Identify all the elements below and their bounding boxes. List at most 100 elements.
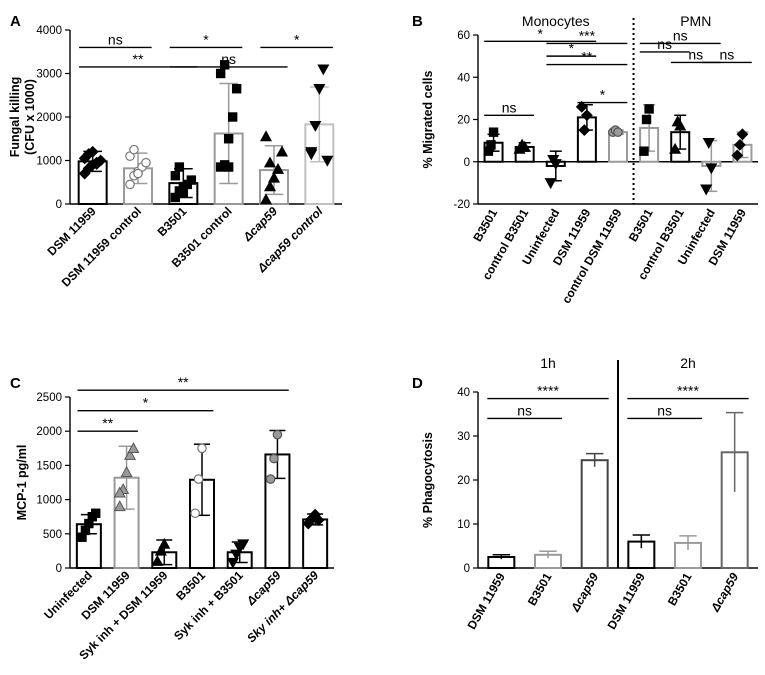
data-point xyxy=(674,119,687,131)
data-point xyxy=(226,557,239,569)
bar xyxy=(627,540,656,569)
data-point xyxy=(267,171,281,183)
data-point xyxy=(227,112,238,122)
x-tick-label: Sky inh+ Δcap59 xyxy=(244,568,321,645)
data-point xyxy=(174,162,185,172)
y-tick-label: 20 xyxy=(457,475,470,487)
x-tick-label: B3501 xyxy=(155,204,190,239)
data-point xyxy=(190,508,200,519)
data-point xyxy=(170,171,181,181)
data-point xyxy=(263,180,277,192)
y-tick-label: 1000 xyxy=(36,156,62,168)
data-point xyxy=(705,163,718,175)
data-point xyxy=(259,193,273,205)
data-point xyxy=(151,554,164,566)
data-point xyxy=(90,158,103,170)
data-point xyxy=(269,453,279,464)
x-tick-label: Δcap59 xyxy=(708,570,742,615)
data-point xyxy=(549,159,562,171)
data-point xyxy=(265,474,276,484)
data-point xyxy=(219,60,230,70)
group-label: Monocytes xyxy=(522,13,590,29)
y-axis-label-line2: (CFU x 1000) xyxy=(23,79,37,155)
significance-label: ns xyxy=(108,31,123,47)
panel-letter: D xyxy=(412,375,423,392)
data-point xyxy=(259,130,273,142)
significance-label: ** xyxy=(133,51,144,67)
significance-label: * xyxy=(537,25,543,41)
data-point xyxy=(312,514,325,527)
panel-a: A 0 1000 2000 3000 4000 Fungal killing(CFU x 1… xyxy=(8,13,342,290)
y-axis-label: % Phagocytosis xyxy=(421,432,435,528)
y-axis-label: MCP-1 pg/ml xyxy=(15,445,29,521)
data-point xyxy=(575,100,588,113)
significance-label: * xyxy=(143,395,149,411)
y-tick-label: -20 xyxy=(453,199,470,211)
x-tick-label: B3501 xyxy=(626,206,656,244)
data-point xyxy=(263,156,277,168)
data-point xyxy=(613,127,623,137)
data-point xyxy=(669,142,682,154)
data-point xyxy=(275,145,289,157)
data-point xyxy=(271,162,285,174)
y-tick-label: 3000 xyxy=(36,69,62,81)
data-point xyxy=(733,138,746,151)
y-tick-label: 0 xyxy=(464,157,470,169)
x-tick-label: control DSM 11959 xyxy=(559,206,625,306)
data-point xyxy=(317,64,330,76)
significance-label: ns xyxy=(657,36,672,52)
significance-label: ns xyxy=(719,46,734,62)
data-point xyxy=(120,466,133,477)
data-point xyxy=(230,549,243,561)
y-tick-label: 2000 xyxy=(36,426,62,438)
significance-label: ns xyxy=(688,46,703,62)
significance-label: ns xyxy=(502,99,517,115)
y-tick-label: 60 xyxy=(457,30,470,42)
y-tick-label: 2500 xyxy=(36,392,62,404)
data-point xyxy=(141,157,151,168)
y-tick-label: 1000 xyxy=(36,495,62,507)
data-point xyxy=(127,442,140,453)
bar xyxy=(189,478,215,570)
significance-label: * xyxy=(203,31,209,47)
data-point xyxy=(125,179,135,190)
data-point xyxy=(639,146,649,156)
significance-label: ns xyxy=(657,402,672,418)
significance-label: * xyxy=(294,31,300,47)
significance-label: **** xyxy=(677,383,699,399)
x-tick-label: B3501 xyxy=(470,206,500,244)
significance-label: ** xyxy=(178,374,189,390)
data-point xyxy=(272,429,283,440)
data-point xyxy=(488,127,499,137)
data-point xyxy=(113,486,126,498)
data-point xyxy=(731,149,744,162)
data-point xyxy=(91,508,101,518)
significance-label: * xyxy=(569,40,575,56)
significance-label: ns xyxy=(673,27,688,43)
x-tick-label: B3501 xyxy=(173,568,208,603)
y-tick-label: 0 xyxy=(464,563,470,575)
data-point xyxy=(486,140,496,150)
data-point xyxy=(223,162,234,172)
x-tick-label: Δcap59 xyxy=(568,570,602,615)
y-tick-label: 500 xyxy=(43,529,62,541)
significance-label: ** xyxy=(102,415,113,431)
data-point xyxy=(86,145,99,158)
y-tick-label: 1500 xyxy=(36,460,62,472)
y-tick-label: 40 xyxy=(457,387,470,399)
data-point xyxy=(544,178,557,190)
data-point xyxy=(197,443,207,454)
x-tick-label: Δcap59 xyxy=(240,204,281,245)
panel-d: D 0 10 20 30 40 % Phagocytosis 1h 2h DSM 11959 B35… xyxy=(412,355,758,632)
panel-letter: B xyxy=(412,13,423,30)
data-point xyxy=(186,175,197,185)
x-tick-label: B3501 xyxy=(665,570,695,608)
data-point xyxy=(578,124,591,136)
data-point xyxy=(193,474,204,484)
data-point xyxy=(644,104,654,114)
y-tick-label: 10 xyxy=(457,519,470,531)
y-axis-label: % Migrated cells xyxy=(421,70,435,168)
y-tick-label: 0 xyxy=(56,199,62,211)
